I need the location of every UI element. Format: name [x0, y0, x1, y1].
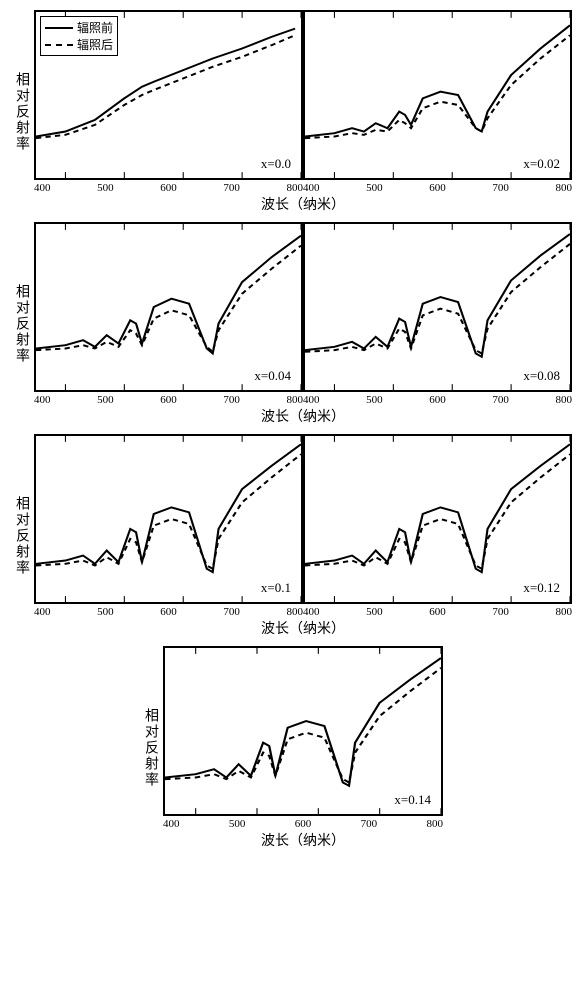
y-axis-label: 相对反射率: [10, 434, 32, 638]
panels-container: x=0.04 400 500 600 700 800 x=0.08 400 500 600 7…: [34, 222, 572, 426]
chart-row: 相对反射率 x=0.1 400 500 600 700 800 x=0.12 400 50…: [10, 434, 572, 638]
param-label: x=0.12: [523, 580, 560, 596]
x-axis-label: 波长（纳米）: [34, 406, 572, 426]
x-tick: 500: [366, 606, 383, 618]
x-tick: 800: [287, 394, 304, 406]
x-tick: 600: [295, 818, 312, 830]
x-tick: 600: [160, 182, 177, 194]
chart-plot-area: x=0.02: [303, 10, 572, 180]
x-tick: 800: [287, 606, 304, 618]
x-tick-labels: 400 500 600 700 800: [303, 604, 572, 618]
y-axis-label: 相对反射率: [10, 222, 32, 426]
x-tick: 400: [163, 818, 180, 830]
x-tick: 400: [34, 182, 51, 194]
x-tick: 700: [361, 818, 378, 830]
x-tick-labels: 400 500 600 700 800: [163, 816, 443, 830]
chart-panel: x=0.1 400 500 600 700 800: [34, 434, 303, 618]
x-tick: 800: [556, 182, 573, 194]
x-tick: 800: [427, 818, 444, 830]
x-tick: 400: [34, 394, 51, 406]
legend-item-after: 辐照后: [45, 36, 113, 53]
param-label: x=0.1: [261, 580, 291, 596]
legend-label-before: 辐照前: [77, 19, 113, 36]
x-tick-labels: 400 500 600 700 800: [303, 392, 572, 406]
chart-row: 相对反射率 x=0.14 400 500 600 700 800 波长（纳米）: [10, 646, 572, 850]
param-label: x=0.02: [523, 156, 560, 172]
x-tick: 600: [429, 394, 446, 406]
panels-container: x=0.14 400 500 600 700 800 波长（纳米）: [163, 646, 443, 850]
x-axis-label: 波长（纳米）: [34, 618, 572, 638]
param-label: x=0.0: [261, 156, 291, 172]
legend-solid-line: [45, 27, 73, 29]
x-tick: 500: [97, 394, 114, 406]
x-tick: 500: [366, 182, 383, 194]
x-tick: 600: [429, 182, 446, 194]
chart-plot-area: 辐照前 辐照后 x=0.0: [34, 10, 303, 180]
x-tick: 700: [492, 182, 509, 194]
x-tick-labels: 400 500 600 700 800: [303, 180, 572, 194]
x-tick: 700: [223, 394, 240, 406]
x-tick: 700: [492, 606, 509, 618]
chart-panel: x=0.08 400 500 600 700 800: [303, 222, 572, 406]
legend-item-before: 辐照前: [45, 19, 113, 36]
chart-plot-area: x=0.12: [303, 434, 572, 604]
x-tick-labels: 400 500 600 700 800: [34, 392, 303, 406]
x-tick: 800: [556, 394, 573, 406]
x-tick: 500: [97, 182, 114, 194]
param-label: x=0.14: [394, 792, 431, 808]
param-label: x=0.08: [523, 368, 560, 384]
x-tick: 600: [160, 606, 177, 618]
legend-box: 辐照前 辐照后: [40, 16, 118, 56]
x-axis-label: 波长（纳米）: [34, 194, 572, 214]
chart-panel: x=0.12 400 500 600 700 800: [303, 434, 572, 618]
y-axis-label: 相对反射率: [139, 646, 161, 850]
panels-container: x=0.1 400 500 600 700 800 x=0.12 400 500 600 70…: [34, 434, 572, 638]
x-tick: 600: [160, 394, 177, 406]
x-tick: 700: [492, 394, 509, 406]
chart-panel: 辐照前 辐照后 x=0.0 400 500 600 700 800: [34, 10, 303, 194]
x-tick: 500: [97, 606, 114, 618]
x-tick: 800: [287, 182, 304, 194]
chart-panel: x=0.14 400 500 600 700 800: [163, 646, 443, 830]
chart-panel: x=0.02 400 500 600 700 800: [303, 10, 572, 194]
chart-plot-area: x=0.1: [34, 434, 303, 604]
chart-plot-area: x=0.08: [303, 222, 572, 392]
y-axis-label: 相对反射率: [10, 10, 32, 214]
chart-plot-area: x=0.04: [34, 222, 303, 392]
x-tick: 800: [556, 606, 573, 618]
x-axis-label: 波长（纳米）: [163, 830, 443, 850]
x-tick: 400: [303, 182, 320, 194]
x-tick: 600: [429, 606, 446, 618]
x-tick: 500: [366, 394, 383, 406]
chart-row: 相对反射率 辐照前 辐照后 x=0.0 400500600700800 x=: [10, 10, 572, 214]
chart-plot-area: x=0.14: [163, 646, 443, 816]
x-tick-labels: 400 500 600 700 800: [34, 180, 303, 194]
x-tick-labels: 400 500 600 700 800: [34, 604, 303, 618]
x-tick: 700: [223, 606, 240, 618]
x-tick: 400: [34, 606, 51, 618]
x-tick: 700: [223, 182, 240, 194]
x-tick: 500: [229, 818, 246, 830]
legend-label-after: 辐照后: [77, 36, 113, 53]
chart-panel: x=0.04 400 500 600 700 800: [34, 222, 303, 406]
x-tick: 400: [303, 606, 320, 618]
chart-row: 相对反射率 x=0.04 400 500 600 700 800 x=0.08 400 5…: [10, 222, 572, 426]
x-tick: 400: [303, 394, 320, 406]
param-label: x=0.04: [254, 368, 291, 384]
panels-container: 辐照前 辐照后 x=0.0 400 500 600 700 800 x=0.02 400…: [34, 10, 572, 214]
legend-dashed-line: [45, 44, 73, 46]
